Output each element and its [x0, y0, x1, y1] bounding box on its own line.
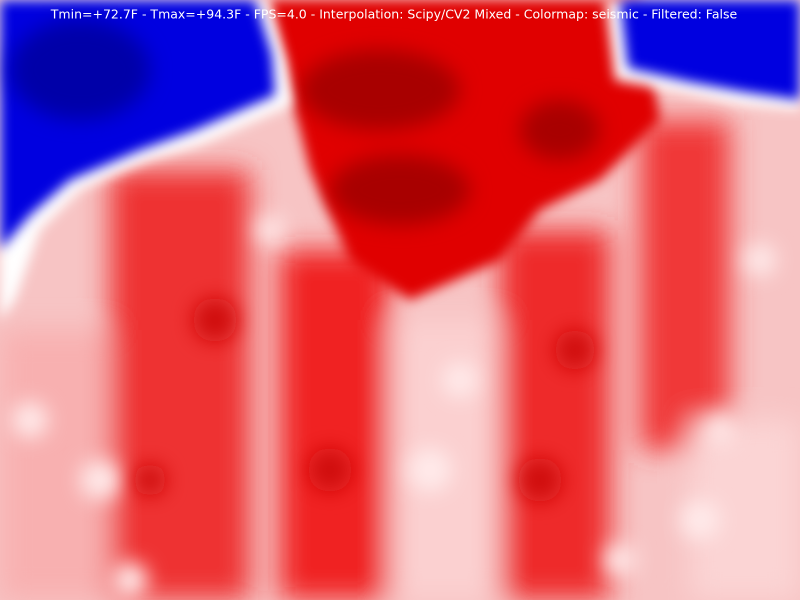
status-overlay: Tmin=+72.7F - Tmax=+94.3F - FPS=4.0 - In…	[50, 7, 738, 22]
